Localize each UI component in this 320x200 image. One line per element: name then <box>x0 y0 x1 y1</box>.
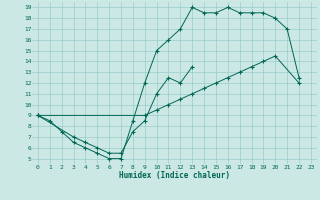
X-axis label: Humidex (Indice chaleur): Humidex (Indice chaleur) <box>119 171 230 180</box>
